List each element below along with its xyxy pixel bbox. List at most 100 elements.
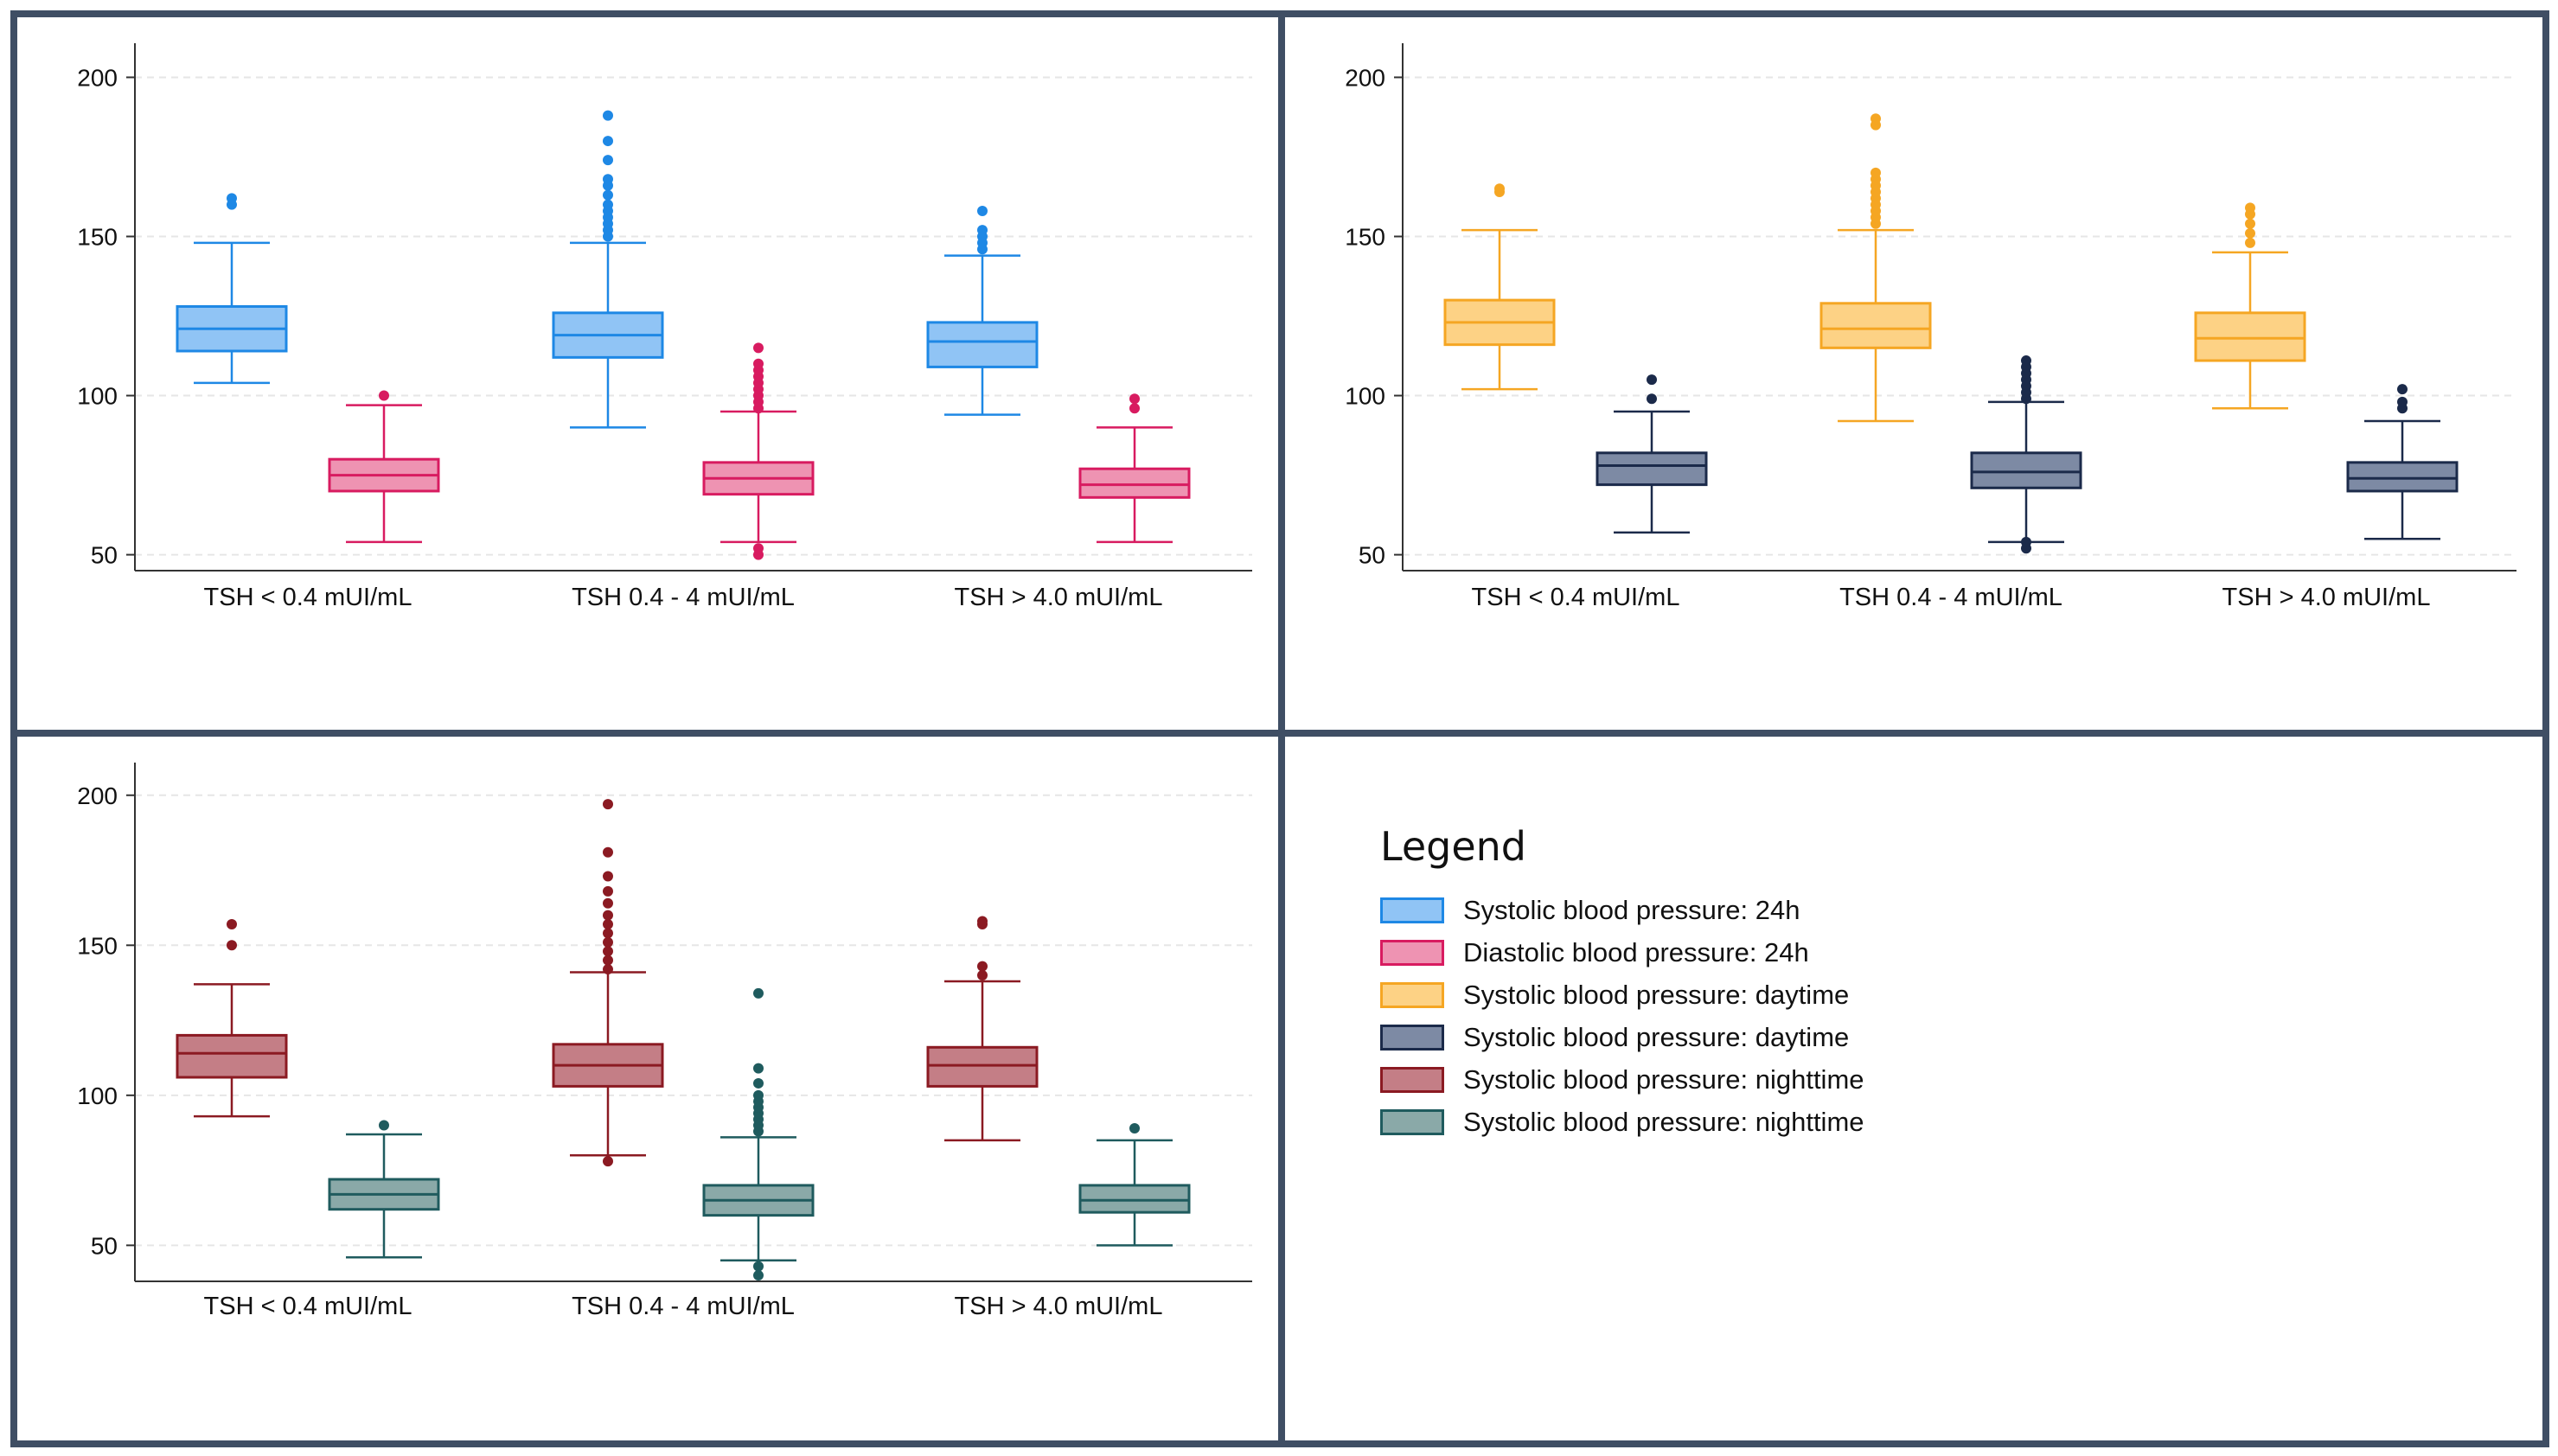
outlier-point	[603, 919, 613, 929]
outlier-point	[977, 916, 988, 927]
x-tick-label: TSH < 0.4 mUI/mL	[204, 1293, 412, 1320]
outlier-point	[2245, 218, 2255, 229]
outlier-point	[603, 910, 613, 921]
box-group	[1078, 393, 1191, 544]
outlier-point	[603, 110, 613, 121]
y-tick-label: 100	[1345, 383, 1385, 410]
box	[1819, 302, 1932, 349]
outlier-point	[603, 946, 613, 957]
outlier-point	[753, 987, 764, 999]
panel-24h: 50 100 150 200 TSH < 0.4 mUI/mL TSH 0.4 - 4 m…	[10, 10, 1285, 737]
legend-item: Systolic blood pressure: daytime	[1380, 1016, 1864, 1058]
y-tick-label: 100	[77, 1082, 118, 1109]
legend-swatch	[1380, 1066, 1444, 1093]
box	[1970, 451, 2082, 489]
legend-item: Diastolic blood pressure: 24h	[1380, 931, 1864, 974]
legend-item: Systolic blood pressure: nighttime	[1380, 1058, 1864, 1101]
panel-daytime: 50 100 150 200 TSH < 0.4 mUI/mL TSH 0.4 - 4 m…	[1278, 10, 2549, 737]
box-group	[328, 1120, 440, 1259]
box	[2346, 461, 2459, 493]
chart-daytime: 50 100 150 200 TSH < 0.4 mUI/mL TSH 0.4 - 4 m…	[1345, 43, 2516, 611]
y-tick-label: 200	[1345, 64, 1385, 91]
outlier-point	[1871, 113, 1881, 125]
legend-swatch	[1380, 939, 1444, 966]
outlier-point	[753, 1063, 764, 1074]
outlier-point	[753, 543, 764, 554]
legend-label: Systolic blood pressure: daytime	[1463, 979, 1850, 1010]
outlier-point	[977, 225, 988, 236]
outlier-point	[2397, 396, 2408, 407]
outlier-point	[603, 189, 613, 201]
x-tick-label: TSH < 0.4 mUI/mL	[1472, 584, 1680, 611]
outlier-point	[977, 970, 988, 980]
chart-24h: 50 100 150 200 TSH < 0.4 mUI/mL TSH 0.4 - 4 m…	[77, 43, 1252, 611]
box	[1078, 1184, 1191, 1214]
outlier-point	[379, 390, 389, 401]
outlier-point	[603, 846, 613, 858]
legend-item: Systolic blood pressure: daytime	[1380, 974, 1864, 1016]
outlier-point	[2245, 202, 2255, 214]
x-tick-label: TSH 0.4 - 4 mUI/mL	[1839, 584, 2062, 611]
outlier-point	[227, 193, 237, 204]
x-tick-label: TSH < 0.4 mUI/mL	[204, 584, 412, 611]
x-tick-label: TSH 0.4 - 4 mUI/mL	[572, 1293, 795, 1320]
outlier-point	[603, 885, 613, 897]
outlier-point	[603, 964, 613, 975]
legend-swatch	[1380, 897, 1444, 923]
box-group	[552, 110, 664, 429]
x-tick-label: TSH > 4.0 mUI/mL	[955, 584, 1163, 611]
outlier-point	[1494, 183, 1505, 195]
box-group	[1443, 183, 1556, 391]
outlier-point	[753, 1270, 764, 1281]
outlier-point	[603, 199, 613, 210]
outlier-point	[2397, 384, 2408, 395]
y-tick-label: 150	[1345, 223, 1385, 250]
outlier-point	[603, 928, 613, 939]
legend-swatch	[1380, 981, 1444, 1008]
outlier-point	[603, 936, 613, 948]
outlier-point	[977, 961, 988, 972]
box-group	[2194, 202, 2306, 410]
legend-label: Systolic blood pressure: 24h	[1463, 894, 1800, 925]
outlier-point	[1129, 393, 1140, 405]
box	[1078, 467, 1191, 499]
legend-label: Systolic blood pressure: nighttime	[1463, 1063, 1864, 1095]
legend-item: Systolic blood pressure: 24h	[1380, 889, 1864, 931]
outlier-point	[753, 1089, 764, 1101]
outlier-point	[603, 174, 613, 185]
outlier-point	[1129, 1123, 1140, 1134]
outlier-point	[227, 919, 237, 929]
outlier-point	[753, 1261, 764, 1272]
box-group	[926, 916, 1039, 1142]
legend-label: Systolic blood pressure: daytime	[1463, 1021, 1850, 1052]
chart-nighttime: 50 100 150 200 TSH < 0.4 mUI/mL TSH 0.4 - 4 m…	[77, 763, 1252, 1320]
box-group	[926, 206, 1039, 416]
outlier-point	[379, 1120, 389, 1131]
outlier-point	[603, 955, 613, 966]
panel-legend: Legend Systolic blood pressure: 24h Dias…	[1278, 730, 2549, 1447]
legend: Legend Systolic blood pressure: 24h Dias…	[1380, 823, 1864, 1143]
legend-label: Diastolic blood pressure: 24h	[1463, 936, 1809, 967]
box-group	[176, 919, 288, 1118]
y-tick-label: 150	[77, 932, 118, 959]
x-tick-label: TSH > 4.0 mUI/mL	[955, 1293, 1163, 1320]
outlier-point	[603, 799, 613, 810]
box	[926, 321, 1039, 368]
outlier-point	[603, 1156, 613, 1167]
outlier-point	[603, 136, 613, 147]
legend-label: Systolic blood pressure: nighttime	[1463, 1106, 1864, 1137]
y-tick-label: 50	[91, 542, 118, 569]
y-tick-label: 150	[77, 223, 118, 250]
legend-swatch	[1380, 1108, 1444, 1135]
box-group	[1819, 113, 1932, 423]
box-group	[1078, 1123, 1191, 1247]
outlier-point	[603, 155, 613, 166]
legend-item: Systolic blood pressure: nighttime	[1380, 1101, 1864, 1143]
box-group	[2346, 384, 2459, 540]
outlier-point	[1647, 374, 1657, 386]
outlier-point	[1647, 393, 1657, 405]
legend-swatch	[1380, 1024, 1444, 1050]
box-group	[328, 390, 440, 544]
box	[176, 1033, 288, 1079]
